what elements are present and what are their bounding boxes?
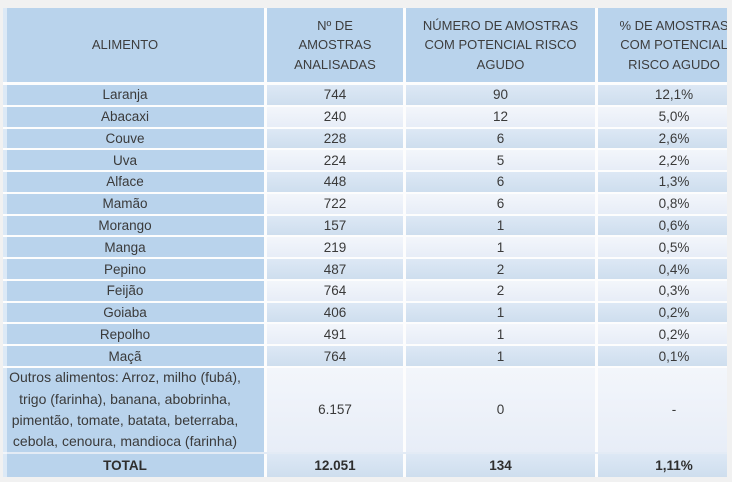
table-row: Uva 224 5 2,2% xyxy=(3,150,727,173)
samples-analyzed-cell: 764 xyxy=(267,346,406,366)
samples-risk-cell: 5 xyxy=(406,150,598,171)
other-foods-line: pimentão, tomate, batata, beterraba, xyxy=(11,411,239,428)
food-name-cell: Mamão xyxy=(3,193,267,214)
samples-risk-cell: 2 xyxy=(406,280,598,301)
table-header-row: ALIMENTO Nº DE AMOSTRAS ANALISADAS NÚMERO DE… xyxy=(3,8,727,85)
header-line: ANALISADAS xyxy=(294,56,376,72)
food-name-cell: Feijão xyxy=(3,280,267,301)
header-line: ALIMENTO xyxy=(91,37,159,53)
total-samples-risk-cell: 134 xyxy=(406,453,598,477)
food-name-cell: Goiaba xyxy=(3,302,267,323)
table-row: Pepino 487 2 0,4% xyxy=(3,259,727,281)
header-cell-pct-risco: % DE AMOSTRAS COM POTENCIAL RISCO AGUDO xyxy=(598,8,727,82)
samples-analyzed-cell: 6.157 xyxy=(267,367,406,452)
header-cell-amostras-risco: NÚMERO DE AMOSTRAS COM POTENCIAL RISCO AGU… xyxy=(406,8,598,82)
samples-analyzed-cell: 406 xyxy=(267,302,406,323)
percent-risk-cell: 0,1% xyxy=(598,346,727,366)
table-row: Alface 448 6 1,3% xyxy=(3,172,727,194)
percent-risk-cell: 0,4% xyxy=(598,259,727,279)
percent-risk-cell: 2,2% xyxy=(598,150,727,171)
food-name-cell: Abacaxi xyxy=(3,106,267,127)
percent-risk-cell: - xyxy=(598,367,727,452)
header-line: Nº DE xyxy=(317,17,353,33)
food-name-cell: Uva xyxy=(3,150,267,171)
percent-risk-cell: 5,0% xyxy=(598,106,727,127)
table-row: Feijão 764 2 0,3% xyxy=(3,280,727,303)
food-name-cell: Repolho xyxy=(3,324,267,345)
table-body: Laranja 744 90 12,1% Abacaxi 240 12 5,0% Couve 22… xyxy=(3,85,727,368)
table-row: Repolho 491 1 0,2% xyxy=(3,324,727,347)
percent-risk-cell: 0,3% xyxy=(598,280,727,301)
percent-risk-cell: 12,1% xyxy=(598,85,727,105)
samples-analyzed-cell: 744 xyxy=(267,85,406,105)
table-row: Maçã 764 1 0,1% xyxy=(3,346,727,368)
samples-risk-cell: 1 xyxy=(406,324,598,345)
header-line: COM POTENCIAL xyxy=(620,37,727,53)
header-line: AMOSTRAS xyxy=(298,37,372,53)
samples-risk-cell: 1 xyxy=(406,302,598,323)
samples-analyzed-cell: 157 xyxy=(267,215,406,236)
samples-risk-cell: 1 xyxy=(406,237,598,258)
food-name-cell: Manga xyxy=(3,237,267,258)
percent-risk-cell: 0,8% xyxy=(598,193,727,214)
other-foods-line: cebola, cenoura, mandioca (farinha) xyxy=(12,433,238,450)
food-name-cell: Couve xyxy=(3,128,267,149)
total-row: TOTAL 12.051 134 1,11% xyxy=(3,453,727,477)
samples-risk-cell: 2 xyxy=(406,259,598,279)
other-foods-description-cell: Outros alimentos: Arroz, milho (fubá), tr… xyxy=(3,367,267,452)
food-name-cell: Morango xyxy=(3,215,267,236)
samples-risk-cell: 1 xyxy=(406,346,598,366)
food-acute-risk-table: ALIMENTO Nº DE AMOSTRAS ANALISADAS NÚMERO DE… xyxy=(3,8,727,477)
table-row: Mamão 722 6 0,8% xyxy=(3,193,727,216)
samples-risk-cell: 6 xyxy=(406,128,598,149)
table-row: Laranja 744 90 12,1% xyxy=(3,85,727,107)
food-name-cell: Laranja xyxy=(3,85,267,105)
samples-risk-cell: 6 xyxy=(406,172,598,192)
percent-risk-cell: 0,6% xyxy=(598,215,727,236)
other-foods-line: Outros alimentos: Arroz, milho (fubá), xyxy=(9,369,241,386)
percent-risk-cell: 2,6% xyxy=(598,128,727,149)
samples-analyzed-cell: 219 xyxy=(267,237,406,258)
table-row: Morango 157 1 0,6% xyxy=(3,215,727,238)
samples-risk-cell: 1 xyxy=(406,215,598,236)
header-cell-alimento: ALIMENTO xyxy=(3,8,267,82)
table-row: Abacaxi 240 12 5,0% xyxy=(3,106,727,129)
samples-analyzed-cell: 224 xyxy=(267,150,406,171)
table-row: Goiaba 406 1 0,2% xyxy=(3,302,727,325)
food-name-cell: Alface xyxy=(3,172,267,192)
total-label-cell: TOTAL xyxy=(3,453,267,477)
percent-risk-cell: 0,2% xyxy=(598,302,727,323)
percent-risk-cell: 0,2% xyxy=(598,324,727,345)
samples-risk-cell: 0 xyxy=(406,367,598,452)
header-line: % DE AMOSTRAS xyxy=(619,17,727,33)
samples-risk-cell: 90 xyxy=(406,85,598,105)
food-name-cell: Pepino xyxy=(3,259,267,279)
header-line: AGUDO xyxy=(476,56,525,72)
samples-analyzed-cell: 448 xyxy=(267,172,406,192)
samples-analyzed-cell: 240 xyxy=(267,106,406,127)
samples-risk-cell: 12 xyxy=(406,106,598,127)
samples-analyzed-cell: 491 xyxy=(267,324,406,345)
percent-risk-cell: 0,5% xyxy=(598,237,727,258)
total-percent-risk-cell: 1,11% xyxy=(598,453,727,477)
samples-analyzed-cell: 764 xyxy=(267,280,406,301)
samples-analyzed-cell: 722 xyxy=(267,193,406,214)
other-foods-line: trigo (farinha), banana, abobrinha, xyxy=(19,390,231,407)
table-viewport: ALIMENTO Nº DE AMOSTRAS ANALISADAS NÚMERO DE… xyxy=(3,8,727,477)
samples-analyzed-cell: 487 xyxy=(267,259,406,279)
total-samples-analyzed-cell: 12.051 xyxy=(267,453,406,477)
table-row: Couve 228 6 2,6% xyxy=(3,128,727,151)
header-line: COM POTENCIAL RISCO xyxy=(424,37,577,53)
header-line: NÚMERO DE AMOSTRAS xyxy=(422,17,579,33)
header-line: RISCO AGUDO xyxy=(628,56,720,72)
samples-risk-cell: 6 xyxy=(406,193,598,214)
percent-risk-cell: 1,3% xyxy=(598,172,727,192)
other-foods-row: Outros alimentos: Arroz, milho (fubá), tr… xyxy=(3,367,727,454)
food-name-cell: Maçã xyxy=(3,346,267,366)
table-row: Manga 219 1 0,5% xyxy=(3,237,727,260)
header-cell-amostras-analisadas: Nº DE AMOSTRAS ANALISADAS xyxy=(267,8,406,82)
samples-analyzed-cell: 228 xyxy=(267,128,406,149)
